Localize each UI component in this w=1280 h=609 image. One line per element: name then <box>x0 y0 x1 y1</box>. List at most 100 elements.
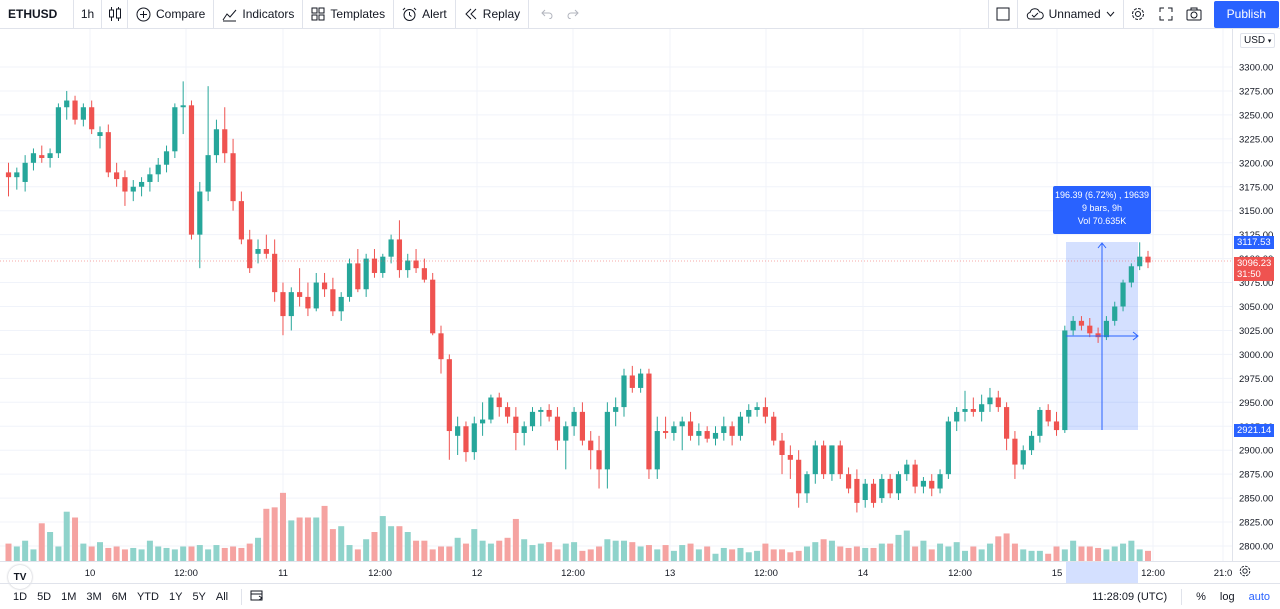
alert-button[interactable]: Alert <box>394 0 456 29</box>
volume-bar <box>587 549 594 561</box>
candle-body <box>39 155 45 159</box>
volume-bar <box>255 537 262 561</box>
volume-bar <box>537 543 544 561</box>
range-button-5y[interactable]: 5Y <box>192 590 206 603</box>
range-button-3m[interactable]: 3M <box>86 590 102 603</box>
volume-bar <box>113 546 120 561</box>
volume-bar <box>72 517 79 561</box>
volume-bar <box>803 546 810 561</box>
volume-bar <box>121 549 128 561</box>
volume-bar <box>1028 550 1035 561</box>
alarm-clock-icon <box>402 7 417 22</box>
candle-body <box>305 296 311 309</box>
volume-bar <box>163 547 170 561</box>
volume-bar <box>1095 547 1102 561</box>
candle-body <box>712 432 719 439</box>
volume-bar <box>670 550 677 561</box>
percent-toggle[interactable]: % <box>1196 590 1206 603</box>
volume-bar <box>171 549 178 561</box>
replay-button[interactable]: Replay <box>456 0 530 29</box>
time-tick-label: 12:00 <box>948 568 972 579</box>
volume-bar <box>887 543 894 561</box>
range-button-all[interactable]: All <box>215 590 229 603</box>
expand-icon <box>1159 7 1173 21</box>
price-tick-label: 3150.00 <box>1239 206 1273 217</box>
time-axis[interactable]: 10 12:00 11 12:00 12 12:00 13 12:00 14 12:00 15 12:… <box>0 561 1280 584</box>
volume-bar <box>845 547 852 561</box>
volume-bar <box>404 532 411 561</box>
volume-bar <box>388 526 395 561</box>
range-button-1m[interactable]: 1M <box>61 590 77 603</box>
clock-label[interactable]: 11:28:09 (UTC) <box>1092 590 1168 603</box>
candle-body <box>255 249 261 254</box>
candle-body <box>64 100 70 108</box>
candle-body <box>263 249 269 254</box>
candle-body <box>438 333 444 360</box>
settings-button[interactable] <box>1124 0 1152 29</box>
candle-body <box>696 431 702 436</box>
snapshot-button[interactable] <box>1180 0 1208 29</box>
candle-body <box>621 375 627 408</box>
currency-button[interactable]: USD ▾ <box>1240 33 1276 48</box>
range-button-ytd[interactable]: YTD <box>136 590 159 603</box>
fullscreen-button[interactable] <box>1152 0 1180 29</box>
tradingview-logo[interactable]: TV <box>8 565 32 589</box>
volume-bar <box>878 543 885 561</box>
publish-button[interactable]: Publish <box>1213 0 1279 28</box>
candles-icon <box>108 6 122 22</box>
candle-body <box>1087 325 1093 334</box>
measure-change: 196.39 (6.72%) , 19639 <box>1054 190 1150 200</box>
candle-body <box>14 172 20 178</box>
chart-pane[interactable]: TV <box>0 29 1232 589</box>
candle-body <box>188 105 195 235</box>
range-button-1y[interactable]: 1Y <box>168 590 183 603</box>
candle-body <box>313 282 319 309</box>
indicators-button[interactable]: Indicators <box>214 0 304 29</box>
measure-tooltip: 196.39 (6.72%) , 19639 9 bars, 9h Vol 70… <box>1053 186 1151 234</box>
range-button-6m[interactable]: 6M <box>111 590 127 603</box>
candle-body <box>89 107 95 130</box>
candle-body <box>887 478 893 494</box>
volume-bar <box>13 546 20 561</box>
compare-button[interactable]: Compare <box>128 0 215 29</box>
compare-label: Compare <box>156 7 206 21</box>
symbol-search-button[interactable]: ETHUSD <box>0 0 74 29</box>
volume-bar <box>853 546 860 561</box>
auto-toggle[interactable]: auto <box>1248 590 1270 603</box>
candle-body <box>1004 407 1010 439</box>
undo-icon[interactable] <box>541 9 553 19</box>
volume-bar <box>96 542 103 561</box>
volume-bar <box>138 549 145 561</box>
candle-body <box>1012 438 1018 465</box>
scale-settings-button[interactable] <box>1238 564 1252 581</box>
candle-body <box>870 483 877 503</box>
volume-bar <box>837 546 844 561</box>
interval-button[interactable]: 1h <box>74 0 102 29</box>
redo-icon[interactable] <box>567 9 579 19</box>
candle-body <box>563 426 569 441</box>
time-tick-label: 11 <box>278 568 288 579</box>
price-tick-label: 3300.00 <box>1239 63 1273 74</box>
goto-date-icon[interactable] <box>250 589 264 604</box>
time-tick-label: 12:00 <box>754 568 778 579</box>
candlestick-chart[interactable] <box>0 29 1232 561</box>
range-button-5d[interactable]: 5D <box>37 590 52 603</box>
fullscreen-layout-button[interactable] <box>987 0 1018 29</box>
candle-body <box>629 375 635 388</box>
range-button-1d[interactable]: 1D <box>13 590 28 603</box>
candle-body <box>496 397 502 408</box>
layout-menu-button[interactable]: Unnamed <box>1018 0 1124 29</box>
volume-bar <box>645 545 652 561</box>
log-toggle[interactable]: log <box>1219 590 1235 603</box>
candle-body <box>1070 320 1076 331</box>
candle-body <box>455 426 461 436</box>
price-scale[interactable]: 3300.00 3275.00 3250.00 3225.00 3200.00 3175.… <box>1232 29 1280 561</box>
candle-body <box>854 478 860 503</box>
chevron-down-icon <box>1106 11 1115 17</box>
chart-type-button[interactable] <box>102 0 128 29</box>
candle-body <box>430 279 436 334</box>
layout-name-label: Unnamed <box>1048 7 1101 21</box>
volume-bar <box>462 543 469 561</box>
templates-button[interactable]: Templates <box>303 0 395 29</box>
volume-bar <box>737 547 744 561</box>
